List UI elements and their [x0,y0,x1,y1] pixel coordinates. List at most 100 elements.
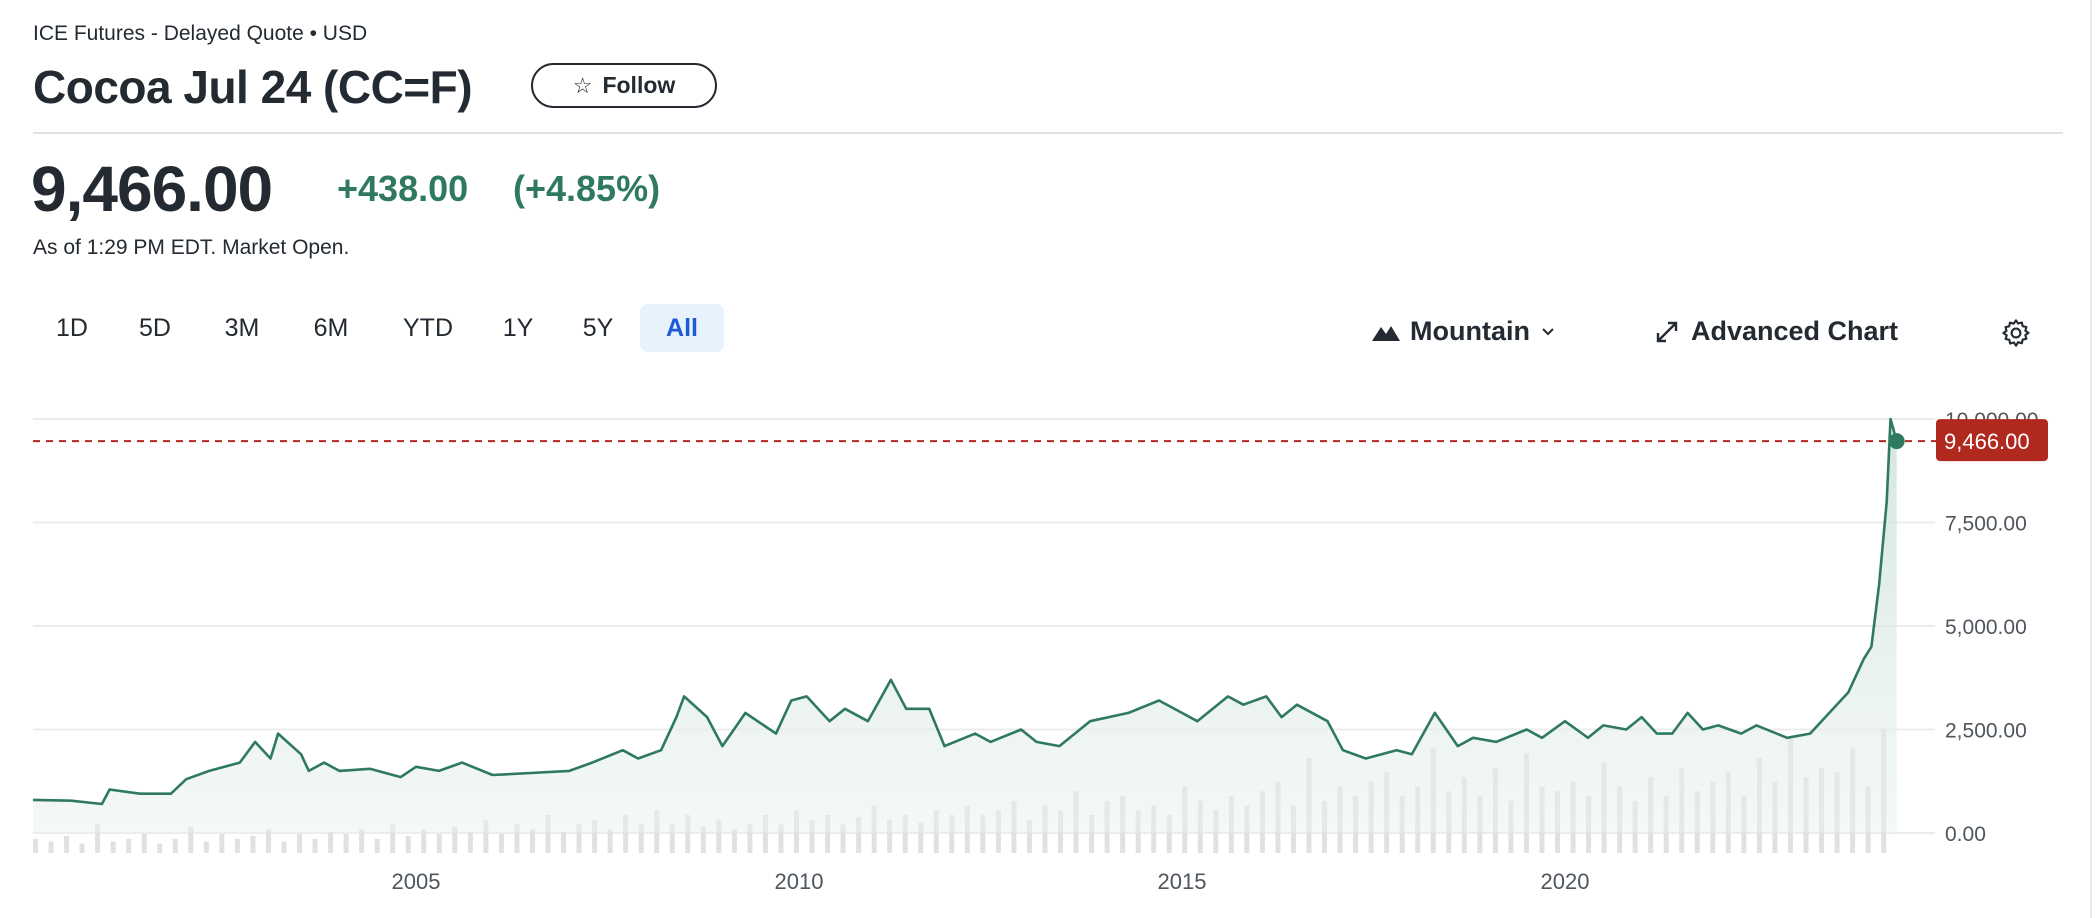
exchange-subtitle: ICE Futures - Delayed Quote • USD [33,22,368,45]
volume-bar [281,841,287,853]
x-tick-label: 2005 [392,869,441,894]
range-tab-6m[interactable]: 6M [313,313,349,342]
volume-bar [157,843,163,853]
volume-bar [840,824,846,853]
volume-bar [561,832,567,853]
volume-bar [188,826,194,853]
volume-bar [778,824,784,853]
volume-bar [607,829,613,853]
volume-bar [825,815,831,853]
scrollbar-edge [2090,0,2092,918]
volume-bar [809,819,815,853]
volume-bar [203,841,209,853]
price-change-percent: (+4.85%) [513,168,661,209]
mountain-icon [1372,325,1400,341]
volume-bar [623,815,629,853]
y-tick-label: 2,500.00 [1945,720,2027,743]
volume-bar [514,824,520,853]
price-area-fill [33,419,1897,833]
range-tab-3m[interactable]: 3M [224,313,260,342]
volume-bar [297,834,303,853]
volume-bar [918,822,924,853]
volume-bar [328,832,334,853]
market-status: As of 1:29 PM EDT. Market Open. [33,236,350,259]
volume-bar [172,838,178,853]
x-tick-label: 2010 [775,869,824,894]
current-price-label: 9,466.00 [1944,429,2030,454]
y-tick-label: 7,500.00 [1945,513,2027,536]
follow-label: Follow [602,72,676,98]
volume-bar [390,824,396,853]
last-price-dot [1888,433,1905,450]
volume-bar [33,838,38,853]
range-tab-all[interactable]: All [640,304,724,352]
volume-bar [949,815,955,853]
divider [33,132,2063,134]
volume-bar [219,834,225,853]
range-tab-1d[interactable]: 1D [56,313,88,342]
range-tab-ytd[interactable]: YTD [403,313,453,342]
volume-bar [731,829,737,853]
volume-bar [856,816,862,853]
volume-bar [700,826,706,853]
gear-icon[interactable] [2000,317,2032,349]
page-title: Cocoa Jul 24 (CC=F) [33,61,473,113]
chart-type-label: Mountain [1410,316,1530,346]
star-icon: ☆ [572,72,593,98]
price-chart[interactable]: 0.002,500.005,000.007,500.0010,000.00 20… [0,380,2098,918]
volume-bar [64,835,70,853]
price-line [32,417,1898,806]
volume-bar [483,819,489,853]
volume-bar [1026,819,1032,853]
volume-bar [234,838,240,853]
volume-bar [685,815,691,853]
volume-bar [1089,815,1095,853]
y-tick-label: 5,000.00 [1945,616,2027,639]
volume-bar [716,819,722,853]
range-tab-5y[interactable]: 5Y [582,313,614,342]
expand-icon [1656,321,1678,342]
volume-bar [436,834,442,853]
range-tab-5d[interactable]: 5D [139,313,171,342]
volume-bar [141,834,147,853]
volume-bar [747,824,753,853]
chevron-down-icon [1542,327,1554,335]
volume-bar [452,826,458,853]
current-price-badge [1936,419,2048,462]
volume-bar [638,824,644,853]
x-tick-label: 2015 [1158,869,1207,894]
advanced-chart-button[interactable]: Advanced Chart [1655,316,1898,347]
volume-bar [980,815,986,853]
volume-bar [250,835,256,853]
follow-button[interactable]: ☆ Follow [531,63,717,108]
x-tick-label: 2020 [1541,869,1590,894]
volume-bar [902,815,908,853]
volume-bar [126,838,132,853]
advanced-chart-label: Advanced Chart [1691,316,1899,346]
volume-bar [887,819,893,853]
range-tab-1y[interactable]: 1Y [502,313,534,342]
volume-bar [545,815,551,853]
volume-bar [762,815,768,853]
volume-bar [1166,815,1172,853]
volume-bar [79,843,85,853]
volume-bar [467,832,473,853]
volume-bar [110,841,116,853]
current-price: 9,466.00 [31,153,273,225]
volume-bar [529,829,535,853]
volume-bar [576,824,582,853]
volume-bar [374,838,380,853]
volume-bar [592,819,598,853]
volume-bar [359,829,365,853]
volume-bar [669,824,675,853]
volume-bar [405,835,411,853]
volume-bar [265,829,271,853]
volume-bar [498,834,504,853]
price-change: +438.00 [337,168,469,209]
y-tick-label: 0.00 [1945,823,1986,846]
volume-bar [343,834,349,853]
volume-bar [48,841,54,853]
volume-bar [421,829,427,853]
chart-type-dropdown[interactable]: Mountain [1372,316,1556,347]
volume-bar [95,824,101,853]
